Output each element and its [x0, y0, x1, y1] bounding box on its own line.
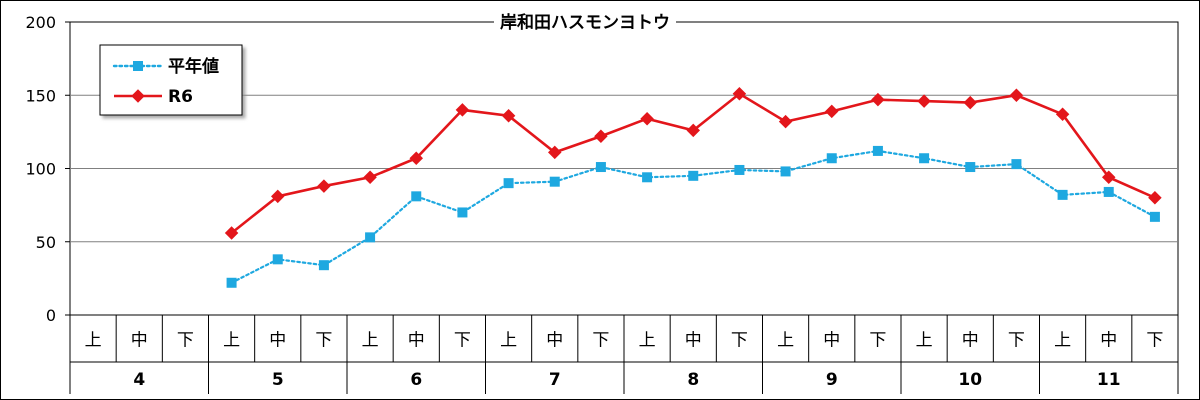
data-point: [1148, 191, 1162, 205]
x-tick-label: 上: [777, 331, 794, 351]
data-point: [501, 109, 516, 123]
x-tick-label: 中: [823, 331, 840, 351]
month-label: 6: [410, 370, 422, 390]
data-point: [780, 166, 791, 177]
month-label: 8: [687, 370, 699, 390]
x-tick-label: 中: [962, 331, 979, 351]
month-label: 7: [549, 370, 561, 390]
x-tick-label: 上: [916, 331, 933, 351]
data-point: [1149, 211, 1160, 222]
data-point: [642, 172, 653, 183]
data-point: [871, 92, 885, 107]
data-point: [640, 111, 654, 126]
data-point: [963, 95, 977, 110]
x-tick-label: 上: [1054, 331, 1071, 351]
data-point: [365, 232, 376, 243]
x-tick-label: 上: [500, 331, 517, 351]
data-point: [1103, 186, 1114, 197]
x-tick-label: 下: [1008, 331, 1025, 351]
x-tick-label: 中: [131, 331, 148, 351]
data-point: [363, 170, 377, 185]
y-tick-label: 100: [25, 160, 56, 179]
legend-label: 平年値: [168, 56, 219, 77]
data-point: [133, 61, 143, 71]
data-point: [409, 151, 423, 165]
data-point: [595, 162, 606, 173]
x-tick-label: 下: [454, 331, 471, 351]
x-tick-label: 下: [1146, 331, 1163, 351]
y-tick-label: 50: [36, 233, 56, 252]
data-point: [919, 153, 930, 164]
month-label: 9: [826, 370, 838, 390]
x-tick-label: 中: [685, 331, 702, 351]
x-tick-label: 上: [223, 331, 240, 351]
data-point: [1055, 107, 1070, 122]
x-tick-label: 上: [85, 331, 102, 351]
data-point: [872, 145, 883, 156]
data-point: [732, 87, 747, 101]
data-point: [131, 89, 145, 103]
data-point: [548, 145, 562, 160]
data-point: [457, 207, 468, 218]
x-tick-label: 下: [592, 331, 609, 351]
x-tick-label: 下: [731, 331, 748, 351]
data-point: [226, 277, 237, 288]
data-point: [594, 129, 608, 144]
data-point: [686, 123, 700, 138]
x-tick-label: 中: [546, 331, 563, 351]
data-point: [1057, 189, 1068, 200]
y-tick-label: 150: [25, 86, 56, 105]
legend: 平年値 R6: [99, 44, 243, 116]
month-label: 11: [1097, 370, 1121, 390]
data-point: [734, 164, 745, 175]
data-point: [318, 260, 329, 271]
data-point: [549, 176, 560, 187]
legend-box: [99, 44, 243, 116]
data-point: [224, 226, 239, 240]
data-point: [272, 254, 283, 265]
data-point: [778, 114, 793, 129]
data-point: [503, 178, 514, 189]
data-point: [271, 189, 285, 204]
data-point: [455, 103, 470, 117]
x-tick-label: 中: [269, 331, 286, 351]
data-point: [825, 104, 839, 119]
data-point: [411, 191, 422, 202]
data-point: [688, 170, 699, 181]
x-tick-label: 下: [315, 331, 332, 351]
x-tick-label: 上: [362, 331, 379, 351]
data-point: [917, 94, 931, 108]
chart-title: 岸和田ハスモンヨトウ: [500, 12, 670, 33]
month-label: 10: [958, 370, 982, 390]
data-point: [826, 153, 837, 164]
x-tick-label: 中: [408, 331, 425, 351]
data-point: [1011, 159, 1022, 170]
data-point: [317, 179, 331, 193]
title-background: [494, 11, 676, 34]
data-point: [1102, 170, 1116, 185]
month-label: 4: [133, 370, 145, 390]
data-point: [965, 162, 976, 173]
x-tick-label: 中: [1100, 331, 1117, 351]
x-tick-label: 下: [869, 331, 886, 351]
month-label: 5: [272, 370, 284, 390]
x-tick-label: 下: [177, 331, 194, 351]
data-point: [1009, 88, 1024, 102]
x-tick-label: 上: [639, 331, 656, 351]
y-tick-label: 0: [46, 306, 56, 325]
y-tick-label: 200: [25, 13, 56, 32]
legend-label: R6: [168, 87, 193, 107]
